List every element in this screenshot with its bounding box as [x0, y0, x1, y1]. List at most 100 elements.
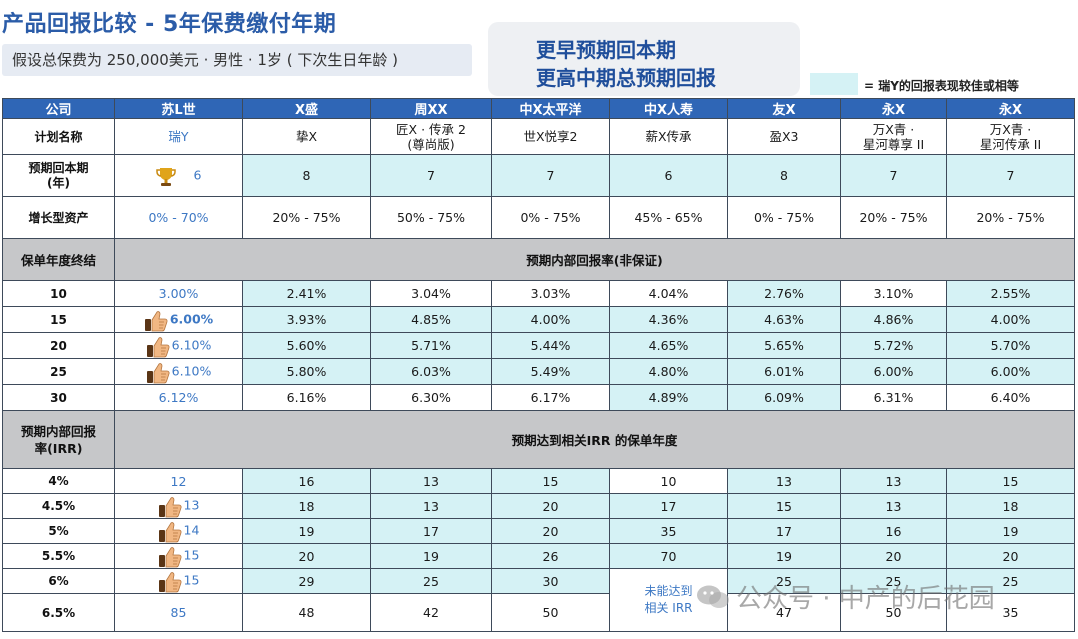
growth-asset-cell: 20% - 75% [946, 196, 1075, 239]
irr-value: 5.44% [530, 338, 571, 353]
irr-cell: 3.03% [491, 280, 610, 307]
irr-cell: 5.72% [840, 332, 947, 359]
irr-cell: 5.71% [370, 332, 492, 359]
irr-cell: 3.04% [370, 280, 492, 307]
plan-name-cell: 挚X [242, 118, 371, 155]
target-year-cell: 29 [242, 568, 371, 594]
irr-cell: 3.93% [242, 306, 371, 333]
irr-value: 4.00% [990, 312, 1031, 327]
irr-cell: 6.17% [491, 384, 610, 411]
thumbs-up-icon [144, 310, 168, 331]
thumbs-up-icon [158, 521, 182, 543]
growth-asset-cell: 0% - 75% [491, 196, 610, 239]
target-year-cell: 13 [370, 493, 492, 519]
target-year-cell: 19 [946, 518, 1075, 544]
irr-cell: 3.00% [114, 280, 243, 307]
breakeven-cell: 7 [491, 154, 610, 197]
target-year-value: 13 [423, 473, 439, 489]
row-label: 计划名称 [2, 118, 115, 155]
highlight-callout: 更早预期回本期 更高中期总预期回报 [488, 22, 800, 96]
column-header: X盛 [242, 98, 371, 119]
irr-cell: 4.00% [946, 306, 1075, 333]
target-year-cell: 50 [840, 593, 947, 632]
section-title: 预期内部回报率(非保证) [114, 238, 1075, 281]
highlight-line-2: 更高中期总预期回报 [536, 66, 716, 90]
target-year-value: 19 [1002, 523, 1019, 539]
trophy-icon [155, 166, 176, 186]
target-year-cell: 20 [840, 543, 947, 569]
irr-cell: 3.10% [840, 280, 947, 307]
target-year-row: 5.5% 15 20 19 26 70 19 20 20 [2, 543, 1075, 569]
breakeven-value: 7 [889, 168, 898, 183]
target-year-row: 6.5% 85 48 42 50 47 50 35 [2, 593, 1075, 632]
target-year-cell: 14 [114, 518, 243, 544]
target-year-cell: 35 [946, 593, 1075, 632]
target-year-cell: 13 [727, 468, 841, 494]
section-title: 预期达到相关IRR 的保单年度 [114, 410, 1075, 469]
breakeven-value: 7 [546, 168, 555, 183]
irr-cell: 4.63% [727, 306, 841, 333]
company-header-row: 公司 苏L世 X盛 周XX 中X太平洋 中X人寿 友X 永X 永X [2, 98, 1075, 119]
irr-value: 6.30% [411, 390, 451, 405]
target-year-value: 15 [776, 498, 792, 514]
irr-cell: 6.10% [114, 358, 243, 385]
irr-target-label: 5% [2, 518, 115, 544]
irr-value: 2.55% [990, 286, 1031, 301]
target-year-cell: 15 [114, 568, 243, 594]
irr-value: 4.00% [530, 312, 571, 327]
irr-value: 5.72% [873, 338, 914, 353]
thumbs-up-icon [158, 571, 182, 593]
irr-value: 4.86% [873, 312, 914, 327]
target-year-cell: 20 [491, 493, 610, 519]
target-year-cell: 16 [840, 518, 947, 544]
irr-cell: 5.44% [491, 332, 610, 359]
target-year-value: 18 [298, 498, 315, 514]
irr-cell: 5.70% [946, 332, 1075, 359]
policy-year-label: 20 [2, 332, 115, 359]
growth-asset-cell: 20% - 75% [242, 196, 371, 239]
irr-value: 5.49% [530, 364, 571, 379]
irr-value: 6.09% [764, 390, 804, 405]
target-year-row: 4.5% 13 18 13 20 17 15 13 18 [2, 493, 1075, 519]
target-year-cell: 15 [114, 543, 243, 569]
irr-value: 6.00% [873, 364, 914, 379]
target-year-value: 13 [183, 497, 200, 513]
target-year-value: 25 [1002, 573, 1019, 589]
section-header-irr: 保单年度终结 预期内部回报率(非保证) [2, 238, 1075, 281]
comparison-table: 公司 苏L世 X盛 周XX 中X太平洋 中X人寿 友X 永X 永X 计划名称 瑞Y… [2, 98, 1075, 632]
breakeven-value: 7 [427, 168, 435, 183]
irr-cell: 4.85% [370, 306, 492, 333]
policy-year-label: 25 [2, 358, 115, 385]
not-reached-note: 未能达到 相关 IRR [644, 584, 693, 615]
target-year-value: 17 [423, 523, 439, 539]
irr-cell: 6.01% [727, 358, 841, 385]
irr-cell: 4.00% [491, 306, 610, 333]
target-year-value: 20 [542, 523, 559, 539]
target-year-value: 17 [776, 523, 792, 539]
plan-name-cell: 万X青 · 星河尊享 II [840, 118, 947, 155]
growth-asset-cell: 0% - 70% [114, 196, 243, 239]
column-header: 永X [840, 98, 947, 119]
breakeven-value: 7 [1006, 168, 1015, 183]
target-year-cell: 10 [609, 468, 728, 494]
breakeven-cell: 7 [946, 154, 1075, 197]
irr-value: 3.00% [158, 286, 199, 301]
breakeven-cell: 7 [370, 154, 492, 197]
target-year-value: 16 [885, 523, 902, 539]
irr-cell: 2.55% [946, 280, 1075, 307]
target-year-cell: 12 [114, 468, 243, 494]
target-year-value: 18 [1002, 498, 1019, 514]
irr-cell: 2.41% [242, 280, 371, 307]
target-year-cell: 20 [242, 543, 371, 569]
irr-value: 6.40% [990, 390, 1031, 405]
irr-target-label: 6% [2, 568, 115, 594]
breakeven-cell: 6 [609, 154, 728, 197]
irr-value: 4.85% [411, 312, 451, 327]
irr-value: 2.41% [286, 286, 327, 301]
target-year-cell: 30 [491, 568, 610, 594]
target-year-cell: 42 [370, 593, 492, 632]
target-year-cell: 85 [114, 593, 243, 632]
column-header: 周XX [370, 98, 492, 119]
target-year-value: 50 [542, 605, 559, 620]
irr-value: 6.03% [411, 364, 451, 379]
